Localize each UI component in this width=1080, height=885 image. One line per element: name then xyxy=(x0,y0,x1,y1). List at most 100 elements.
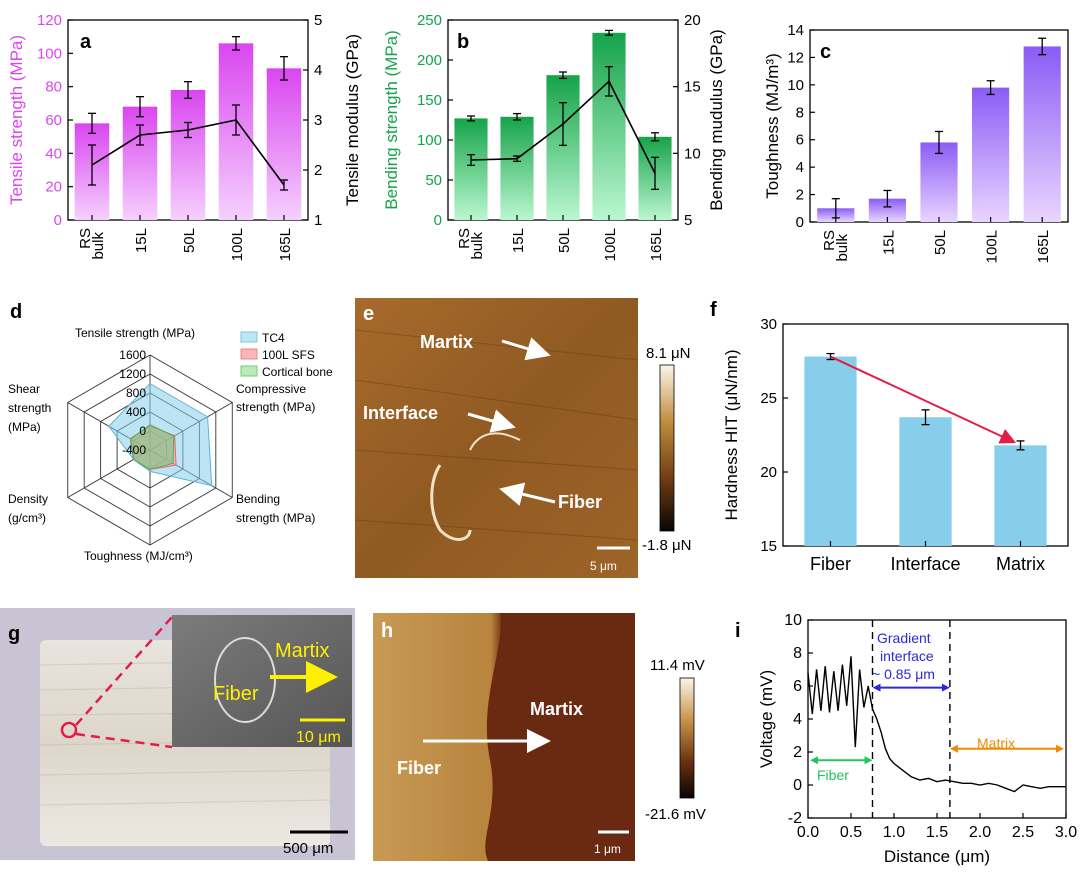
panel-a-xtick-label: 165L xyxy=(277,228,294,261)
panel-c-ytick-label: 12 xyxy=(787,49,804,66)
panel-c-ylabel: Toughness (MJ/m³) xyxy=(763,53,782,198)
legend-label-bone: Cortical bone xyxy=(262,365,333,379)
radar-tick-label: 1200 xyxy=(119,367,146,381)
panel-c-xtick-label: 15L xyxy=(880,230,897,255)
arrow-martix-e xyxy=(501,337,551,361)
radar-label-tensile: Tensile strength (MPa) xyxy=(75,326,195,340)
zoom-region-marker xyxy=(60,721,78,739)
colorbar-h-min: -21.6 mV xyxy=(645,806,706,823)
panel-a-y2tick-label: 1 xyxy=(314,212,322,229)
panel-b-xtick-label: 100L xyxy=(602,228,619,261)
panel-f-trend-arrow xyxy=(830,355,1017,444)
legend-label-100l: 100L SFS xyxy=(262,348,315,362)
radar-label-bending-2: strength (MPa) xyxy=(236,511,315,525)
panel-d-letter: d xyxy=(10,301,22,323)
radar-label-bending-1: Bending xyxy=(236,492,280,506)
panel-f-bar xyxy=(804,356,857,546)
panel-a-ytick-label: 40 xyxy=(45,145,62,162)
panel-c-ytick-label: 6 xyxy=(796,132,804,149)
panel-b-xtick-label: RS xyxy=(456,228,473,249)
radar-label-toughness: Toughness (MJ/cm³) xyxy=(84,549,193,563)
scalebar-label-e: 5 μm xyxy=(590,559,617,573)
panel-c-xtick-label: bulk xyxy=(834,234,851,262)
panel-c-ytick-label: 14 xyxy=(787,22,804,39)
zoom-line-bottom xyxy=(75,732,173,749)
colorbar-e xyxy=(659,364,675,532)
panel-b-y2tick-label: 5 xyxy=(684,212,692,229)
label-martix-h: Martix xyxy=(530,699,583,719)
panel-f-ylabel: Hardness HIT (μN/nm) xyxy=(722,349,741,520)
panel-i-chart: i -2 0 2 4 6 8 10 0.0 0.5 1.0 1.5 2.0 2.5 3.0 Distan… xyxy=(735,612,1077,866)
panel-f-letter: f xyxy=(710,299,717,321)
panel-c-xtick-label: 100L xyxy=(984,230,1001,263)
panel-b-bar xyxy=(592,32,626,220)
annot-fiber: Fiber xyxy=(817,767,849,783)
panel-a-xtick-label: bulk xyxy=(90,232,107,260)
panel-c-letter: c xyxy=(820,41,831,63)
panel-a-xtick-label: 50L xyxy=(181,228,198,253)
radar-tick-label: -400 xyxy=(122,443,146,457)
panel-i-xtick-label: 1.0 xyxy=(883,824,905,841)
sem-inset xyxy=(172,615,352,747)
label-fiber-e: Fiber xyxy=(558,492,602,512)
panel-a-ytick-label: 20 xyxy=(45,179,62,196)
panel-i-xtick-label: 0.0 xyxy=(797,824,819,841)
radar-label-shear-1: Shear xyxy=(8,382,40,396)
panel-c-xtick-label: 165L xyxy=(1035,230,1052,263)
panel-f-xtick-label: Fiber xyxy=(810,554,851,574)
colorbar-e-min: -1.8 μN xyxy=(642,537,692,554)
radar-label-shear-2: strength xyxy=(8,401,51,415)
annot-gradient-1: Gradient xyxy=(877,630,931,646)
panel-i-letter: i xyxy=(735,620,741,642)
panel-a-ytick-label: 120 xyxy=(37,12,62,29)
annot-gradient-2: interface xyxy=(880,648,934,664)
radar-tick-label: 400 xyxy=(126,405,146,419)
panel-a-y2tick-label: 3 xyxy=(314,112,322,129)
panel-f-bar xyxy=(994,445,1047,546)
panel-c-bar xyxy=(972,87,1010,222)
panel-i-xtick-label: 1.5 xyxy=(926,824,948,841)
panel-a-ylabel: Tensile strength (MPa) xyxy=(7,35,26,205)
panel-b-letter: b xyxy=(457,31,469,53)
panel-c-ytick-label: 2 xyxy=(796,187,804,204)
panel-i-ytick-label: 4 xyxy=(793,711,802,728)
panel-b-y2tick-label: 10 xyxy=(684,145,701,162)
panel-i-ytick-label: 6 xyxy=(793,678,802,695)
legend-label-tc4: TC4 xyxy=(262,331,285,345)
panel-a-ytick-label: 60 xyxy=(45,112,62,129)
panel-i-ytick-label: 2 xyxy=(793,744,802,761)
sem-fiber-outline xyxy=(214,637,276,723)
panel-f-chart: f 15 20 25 30 Fiber Interface Matrix Hardness… xyxy=(710,299,1069,574)
panel-b-xtick-label: 165L xyxy=(648,228,665,261)
fiber-edge xyxy=(430,464,472,541)
legend-swatch-bone xyxy=(240,365,258,377)
panel-h-letter: h xyxy=(381,620,393,642)
panel-b-ytick-label: 250 xyxy=(417,12,442,29)
radar-label-shear-3: (MPa) xyxy=(8,420,41,434)
panel-b-xtick-label: 15L xyxy=(510,228,527,253)
panel-f-xtick-label: Interface xyxy=(890,554,960,574)
panel-f-xtick-label: Matrix xyxy=(996,554,1045,574)
panel-i-xtick-label: 0.5 xyxy=(840,824,862,841)
annot-matrix: Matrix xyxy=(977,735,1015,751)
panel-i-ytick-label: 8 xyxy=(793,645,802,662)
radar-tick-label: 800 xyxy=(126,386,146,400)
radar-label-compressive-1: Compressive xyxy=(236,382,306,396)
panel-i-ytick-label: 0 xyxy=(793,777,802,794)
matrix-range-arrow-head-left xyxy=(949,744,958,753)
panel-f-ytick-label: 15 xyxy=(760,538,777,555)
panel-i-xtick-label: 3.0 xyxy=(1055,824,1077,841)
panel-c-ytick-label: 8 xyxy=(796,104,804,121)
radar-label-density-2: (g/cm³) xyxy=(8,511,46,525)
panel-b-bar xyxy=(546,75,580,220)
panel-f-ytick-label: 30 xyxy=(760,316,777,333)
panel-g-letter: g xyxy=(8,623,20,645)
legend-swatch-100l xyxy=(240,348,258,360)
radar-series-cortical-bone xyxy=(130,424,175,471)
panel-f-bar xyxy=(899,417,952,546)
legend-swatch-tc4 xyxy=(240,331,258,343)
label-martix-e: Martix xyxy=(420,332,473,352)
